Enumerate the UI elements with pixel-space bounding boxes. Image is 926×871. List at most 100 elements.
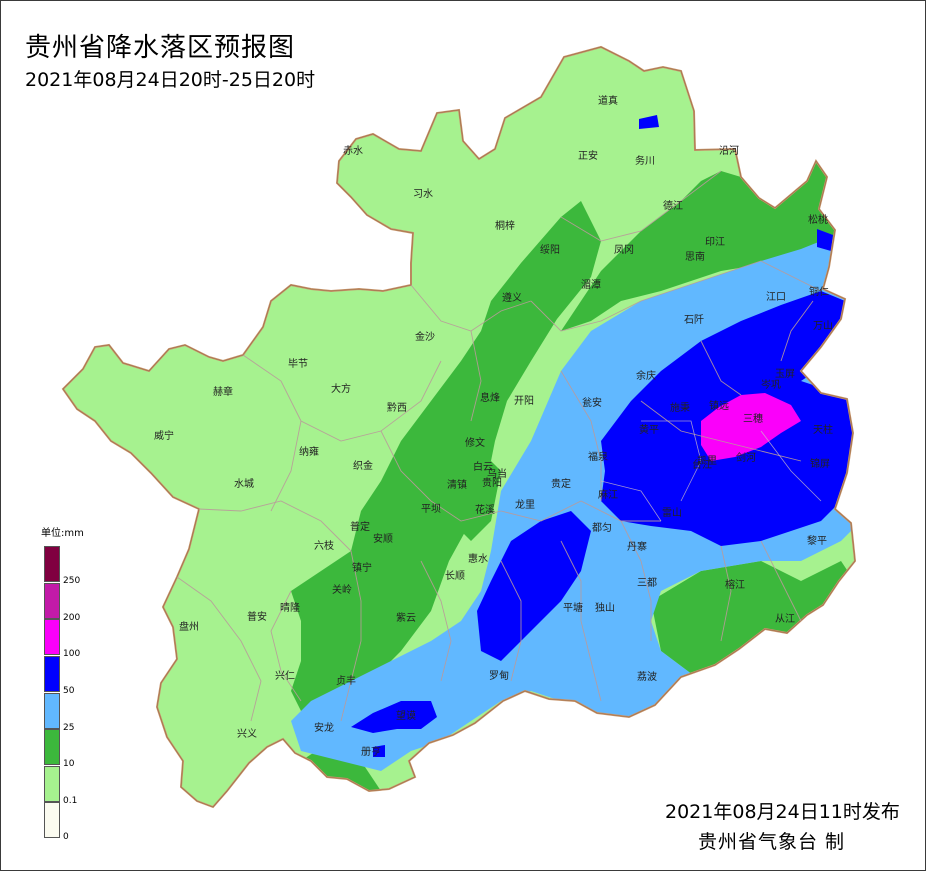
city-label: 福泉 — [588, 450, 608, 463]
city-label: 乌当 — [487, 467, 507, 480]
city-label: 湄潭 — [581, 279, 601, 291]
legend-label: 250 — [63, 576, 81, 587]
city-label: 荔波 — [637, 670, 657, 683]
legend-label: 100 — [63, 649, 81, 660]
city-label: 安龙 — [314, 721, 334, 734]
city-label: 黄平 — [639, 423, 659, 436]
city-label: 万山 — [813, 320, 833, 332]
city-label: 水城 — [234, 478, 254, 490]
city-label: 黔西 — [387, 401, 407, 414]
city-label: 镇远 — [709, 399, 729, 412]
legend-swatch — [44, 692, 60, 729]
city-label: 桐梓 — [495, 219, 515, 232]
city-label: 天柱 — [813, 423, 833, 436]
city-label: 开阳 — [514, 395, 534, 407]
city-label: 松桃 — [808, 213, 828, 226]
city-label: 普定 — [350, 520, 370, 533]
city-label: 雷山 — [662, 507, 682, 519]
legend-unit: 单位:mm — [41, 528, 84, 539]
city-label: 正安 — [578, 149, 598, 162]
rain-area-borders — [600, 420, 822, 522]
city-label: 遵义 — [502, 291, 522, 304]
city-label: 思南 — [685, 250, 705, 263]
city-label: 威宁 — [154, 429, 174, 442]
city-label: 普安 — [247, 610, 267, 623]
city-label: 黎平 — [807, 534, 827, 547]
map-title: 贵州省降水落区预报图 — [25, 33, 296, 63]
city-label: 安顺 — [373, 532, 393, 545]
legend-label: 0.1 — [63, 795, 78, 806]
city-label: 平坝 — [421, 503, 441, 515]
city-label: 道真 — [598, 94, 618, 107]
city-label: 凯里 — [697, 454, 717, 467]
legend-swatch — [44, 765, 60, 802]
city-label: 德江 — [663, 199, 683, 212]
city-label: 习水 — [413, 188, 433, 200]
city-label: 镇宁 — [352, 561, 372, 574]
city-label: 望谟 — [396, 709, 416, 722]
city-label: 麻江 — [598, 488, 618, 501]
legend-swatch — [44, 802, 60, 839]
city-label: 印江 — [705, 236, 725, 248]
city-label: 罗甸 — [489, 669, 509, 682]
city-label: 台江 — [692, 458, 712, 471]
city-label: 六枝 — [314, 539, 334, 552]
zone-50-100-tongren — [817, 229, 833, 251]
city-label: 贞丰 — [336, 674, 356, 687]
city-label: 关岭 — [332, 583, 352, 596]
city-label: 贵定 — [551, 477, 571, 490]
legend-swatch — [44, 619, 60, 656]
legend-label: 10 — [63, 759, 75, 770]
city-label: 铜仁 — [809, 286, 829, 298]
city-label: 晴隆 — [280, 601, 300, 614]
city-label: 织金 — [353, 459, 373, 472]
city-label: 修文 — [465, 436, 485, 449]
city-label: 榕江 — [725, 578, 745, 591]
city-label: 白云 — [473, 460, 493, 473]
city-label: 兴仁 — [275, 670, 295, 682]
producer: 贵州省气象台 制 — [698, 831, 846, 853]
legend-label: 50 — [63, 686, 75, 696]
city-label: 毕节 — [288, 357, 308, 370]
zone-50-100-wangmo — [351, 701, 437, 733]
city-label: 岑巩 — [761, 379, 781, 391]
city-label: 余庆 — [636, 369, 656, 382]
zone-50-100-ceheng — [373, 745, 385, 757]
city-label: 瓮安 — [582, 396, 602, 409]
forecast-period: 2021年08月24日20时-25日20时 — [25, 69, 316, 91]
city-label: 清镇 — [447, 478, 467, 491]
city-label: 册亨 — [361, 745, 381, 758]
city-label: 剑河 — [736, 451, 756, 464]
city-label: 都匀 — [592, 522, 612, 534]
city-label: 贵阳 — [482, 476, 502, 489]
zone-100-200 — [701, 393, 801, 461]
city-label: 三都 — [637, 577, 657, 589]
zone-50-100-dot-a — [639, 115, 659, 129]
zone-50-100-south — [477, 511, 591, 661]
city-label: 花溪 — [475, 503, 495, 516]
county-boundaries — [176, 170, 822, 722]
city-label: 丹寨 — [627, 540, 647, 553]
legend-swatch — [44, 582, 60, 619]
city-label: 锦屏 — [810, 457, 830, 470]
city-label: 长顺 — [445, 570, 465, 582]
legend-label: 200 — [63, 612, 81, 623]
city-label: 施秉 — [670, 401, 690, 414]
legend-swatch — [44, 729, 60, 766]
zone-10-25-middle — [441, 431, 501, 541]
legend-swatch — [44, 546, 60, 583]
city-label: 从江 — [775, 613, 795, 625]
city-label: 平塘 — [563, 601, 583, 614]
city-label: 务川 — [635, 154, 655, 167]
city-label: 兴义 — [237, 728, 257, 740]
city-label: 纳雍 — [299, 445, 319, 458]
zone-10-25-southeast — [651, 561, 855, 681]
city-label: 赤水 — [343, 145, 363, 157]
city-label: 龙里 — [515, 498, 535, 511]
city-label: 盘州 — [179, 620, 199, 633]
city-label: 石阡 — [684, 314, 704, 326]
city-label: 紫云 — [396, 612, 416, 624]
city-label: 凤冈 — [614, 244, 634, 256]
